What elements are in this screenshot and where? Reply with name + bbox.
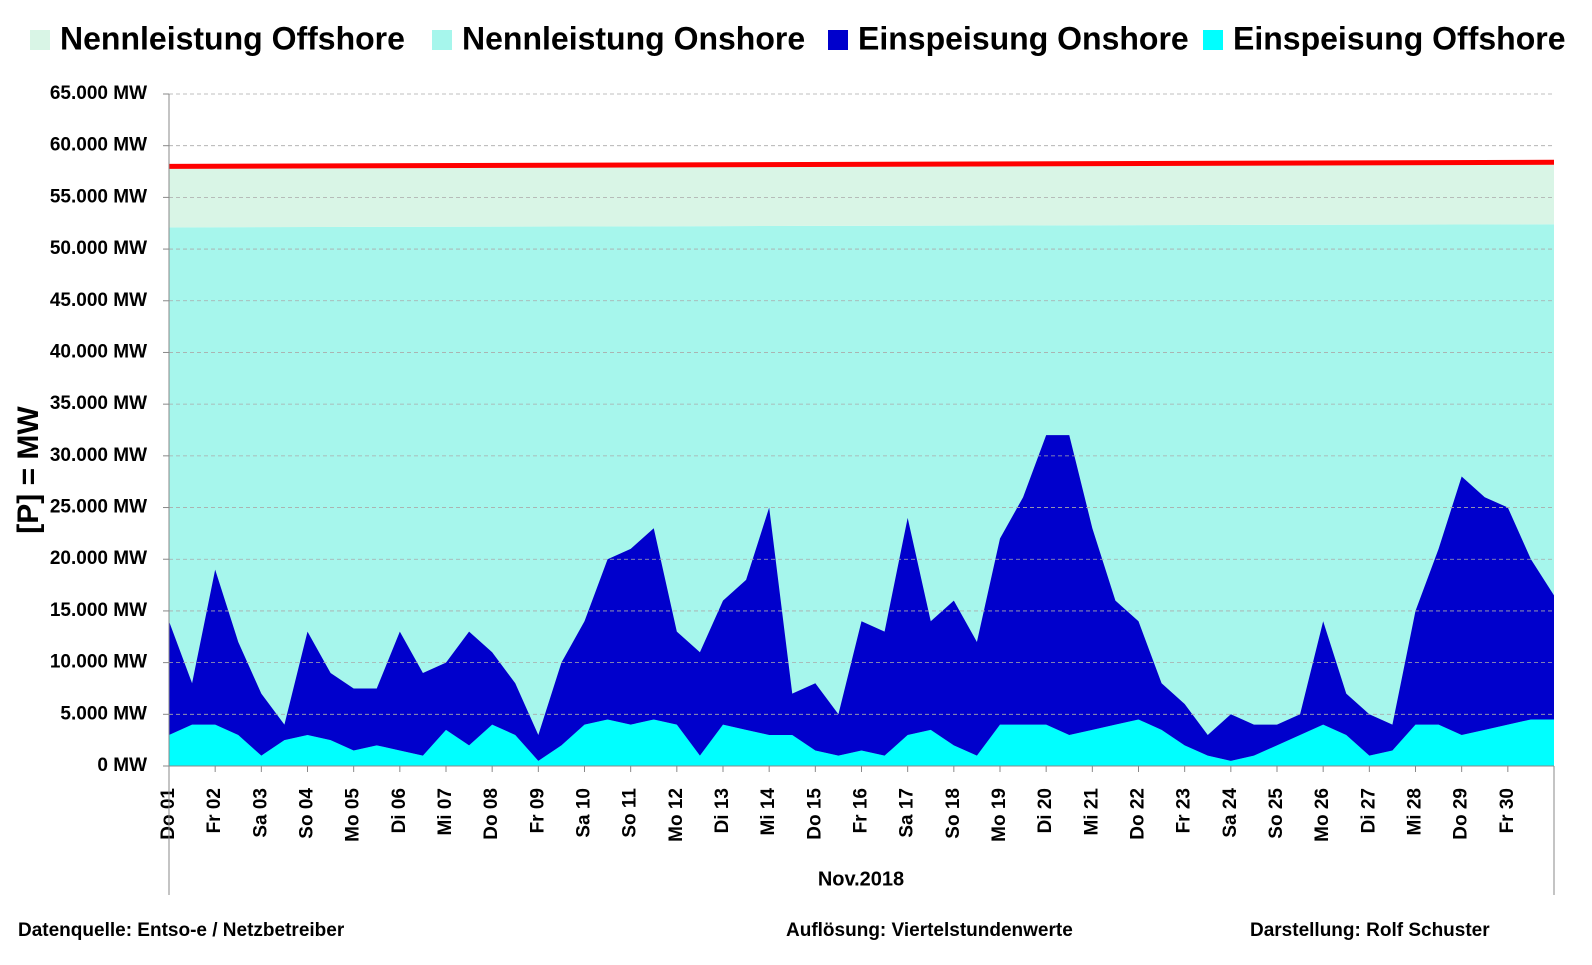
x-tick-label: Mo 12: [666, 788, 687, 842]
legend-swatch: [828, 30, 848, 50]
x-tick-label: Fr 09: [527, 788, 548, 833]
x-tick-label: So 04: [297, 788, 318, 839]
y-tick-label: 15.000 MW: [50, 600, 147, 621]
x-tick-label: Do 15: [804, 788, 825, 840]
y-tick-label: 25.000 MW: [50, 497, 147, 518]
x-tick-label: Sa 17: [897, 788, 918, 838]
x-tick-label: Fr 23: [1174, 788, 1195, 833]
footer-author: Darstellung: Rolf Schuster: [1250, 920, 1490, 941]
y-tick-label: 55.000 MW: [50, 186, 147, 207]
x-tick-label: Sa 10: [574, 788, 595, 838]
x-tick-label: So 11: [620, 788, 641, 838]
area: [169, 162, 1554, 228]
footer-source: Datenquelle: Entso-e / Netzbetreiber: [18, 920, 345, 941]
x-tick-label: So 25: [1266, 788, 1287, 839]
y-tick-label: 35.000 MW: [50, 393, 147, 414]
x-tick-label: Di 06: [389, 788, 410, 833]
legend-label: Nennleistung Offshore: [60, 20, 405, 56]
y-tick-label: 30.000 MW: [50, 445, 147, 466]
x-tick-label: Di 27: [1358, 788, 1379, 833]
x-tick-label: Mi 07: [435, 788, 456, 836]
x-tick-label: Mi 28: [1405, 788, 1426, 836]
y-tick-label: 40.000 MW: [50, 341, 147, 362]
x-tick-label: So 18: [943, 788, 964, 839]
x-tick-label: Mi 21: [1081, 788, 1102, 836]
x-tick-label: Do 22: [1128, 788, 1149, 840]
area: [169, 435, 1554, 761]
x-tick-label: Mo 05: [343, 788, 364, 842]
x-tick-label: Sa 24: [1220, 788, 1241, 838]
x-tick-label: Di 20: [1035, 788, 1056, 833]
x-tick-label: Do 29: [1451, 788, 1472, 840]
x-tick-label: Fr 30: [1497, 788, 1518, 833]
y-tick-label: 5.000 MW: [60, 703, 147, 724]
y-tick-label: 50.000 MW: [50, 238, 147, 259]
y-axis-title: [P] = MW: [12, 406, 45, 534]
capacity-line: [168, 159, 1555, 169]
x-tick-label: Do 08: [481, 788, 502, 840]
x-tick-label: Sa 03: [250, 788, 271, 838]
x-axis-title: Nov.2018: [818, 868, 904, 890]
y-tick-label: 60.000 MW: [50, 135, 147, 156]
area: [169, 224, 1554, 766]
y-tick-label: 0 MW: [97, 755, 147, 776]
y-tick-label: 20.000 MW: [50, 548, 147, 569]
x-tick-label: Fr 02: [204, 788, 225, 833]
x-tick-label: Mo 26: [1312, 788, 1333, 842]
area: [169, 719, 1554, 766]
legend-swatch: [432, 30, 452, 50]
x-tick-label: Mo 19: [989, 788, 1010, 842]
y-tick-label: 10.000 MW: [50, 652, 147, 673]
x-tick-label: Fr 16: [851, 788, 872, 833]
legend-swatch: [30, 30, 50, 50]
x-tick-label: Mi 14: [758, 788, 779, 836]
legend-label: Nennleistung Onshore: [462, 20, 805, 56]
y-tick-label: 45.000 MW: [50, 290, 147, 311]
footer-resolution: Auflösung: Viertelstundenwerte: [786, 920, 1073, 941]
legend-label: Einspeisung Onshore: [858, 20, 1189, 56]
x-tick-label: Di 13: [712, 788, 733, 833]
legend-label: Einspeisung Offshore: [1233, 20, 1565, 56]
legend-swatch: [1203, 30, 1223, 50]
y-tick-label: 65.000 MW: [50, 83, 147, 104]
